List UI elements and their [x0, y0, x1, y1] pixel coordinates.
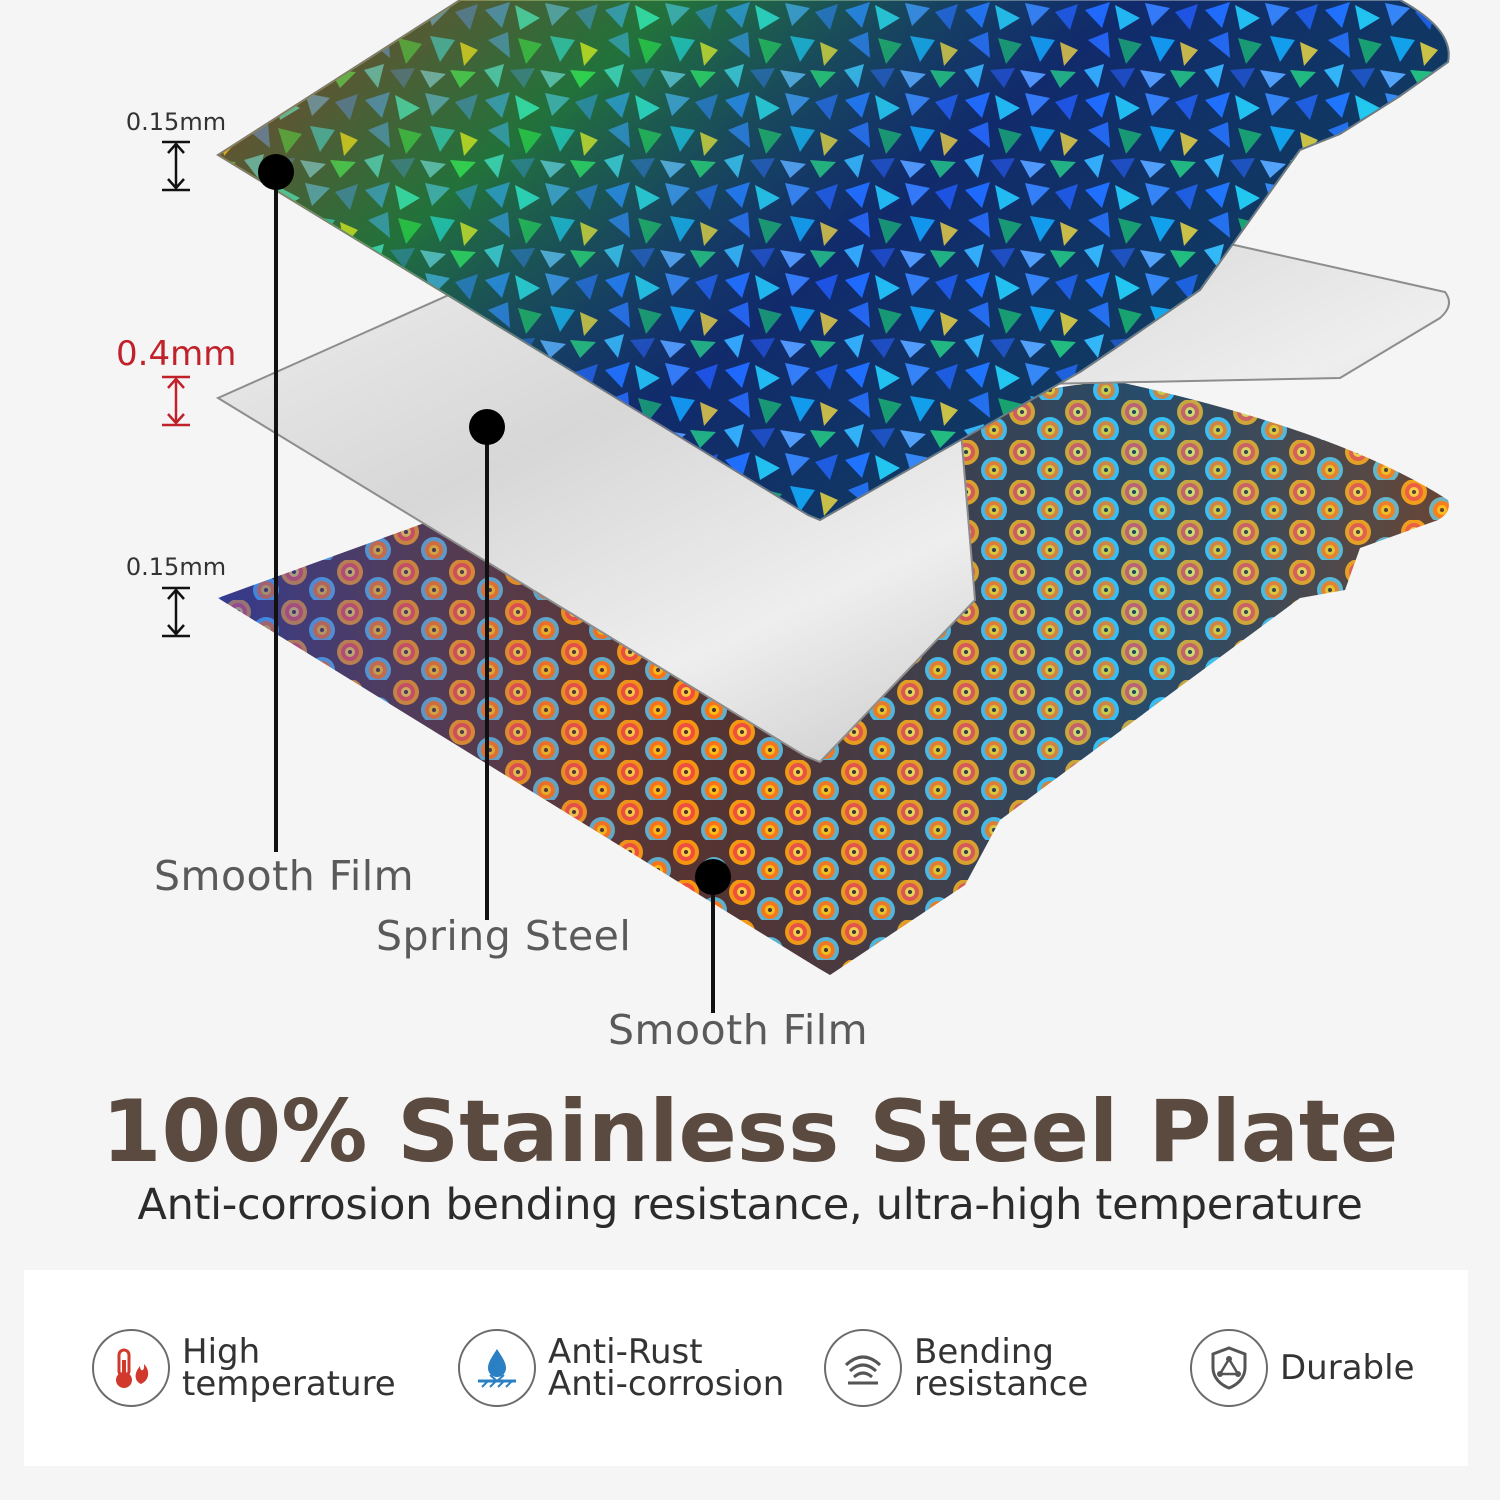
thickness-indicator-middle: [162, 375, 190, 427]
feature-bar: High temperature Anti-Rust Anti-corrosio…: [24, 1270, 1468, 1466]
shield-icon: [1190, 1329, 1268, 1407]
thermometer-flame-icon: [92, 1329, 170, 1407]
thickness-label-bottom: 0.15mm: [125, 553, 227, 581]
feature-label-line: High: [182, 1332, 261, 1372]
headline: 100% Stainless Steel Plate: [101, 1082, 1399, 1182]
callout-label-top-film: Smooth Film: [154, 852, 415, 900]
subheadline: Anti-corrosion bending resistance, ultra…: [137, 1180, 1363, 1230]
thickness-label-top: 0.15mm: [125, 108, 227, 136]
feature-label-line: Anti-Rust: [548, 1332, 703, 1372]
thickness-indicator-top: [162, 140, 190, 192]
thickness-indicator-bottom: [162, 586, 190, 638]
layer-diagram: [162, 0, 1450, 1013]
feature-high-temperature: High temperature: [92, 1323, 396, 1413]
top-smooth-film: [216, 0, 1450, 522]
callout-line-spring-steel: [469, 409, 505, 920]
feature-durable: Durable: [1190, 1323, 1415, 1413]
feature-anti-rust: Anti-Rust Anti-corrosion: [458, 1323, 784, 1413]
feature-label-line: resistance: [914, 1364, 1089, 1404]
feature-label-line: Anti-corrosion: [548, 1364, 785, 1404]
bending-waves-icon: [824, 1329, 902, 1407]
feature-bending-resistance: Bending resistance: [824, 1323, 1088, 1413]
feature-label-line: Durable: [1280, 1348, 1415, 1388]
water-drop-icon: [458, 1329, 536, 1407]
feature-label-line: temperature: [182, 1364, 396, 1404]
callout-line-bottom-film: [695, 859, 731, 1013]
callout-line-top-film: [258, 154, 294, 852]
callout-label-bottom-film: Smooth Film: [608, 1006, 869, 1054]
callout-label-spring-steel: Spring Steel: [376, 912, 632, 960]
thickness-label-middle: 0.4mm: [116, 334, 237, 374]
feature-label-line: Bending: [914, 1332, 1054, 1372]
